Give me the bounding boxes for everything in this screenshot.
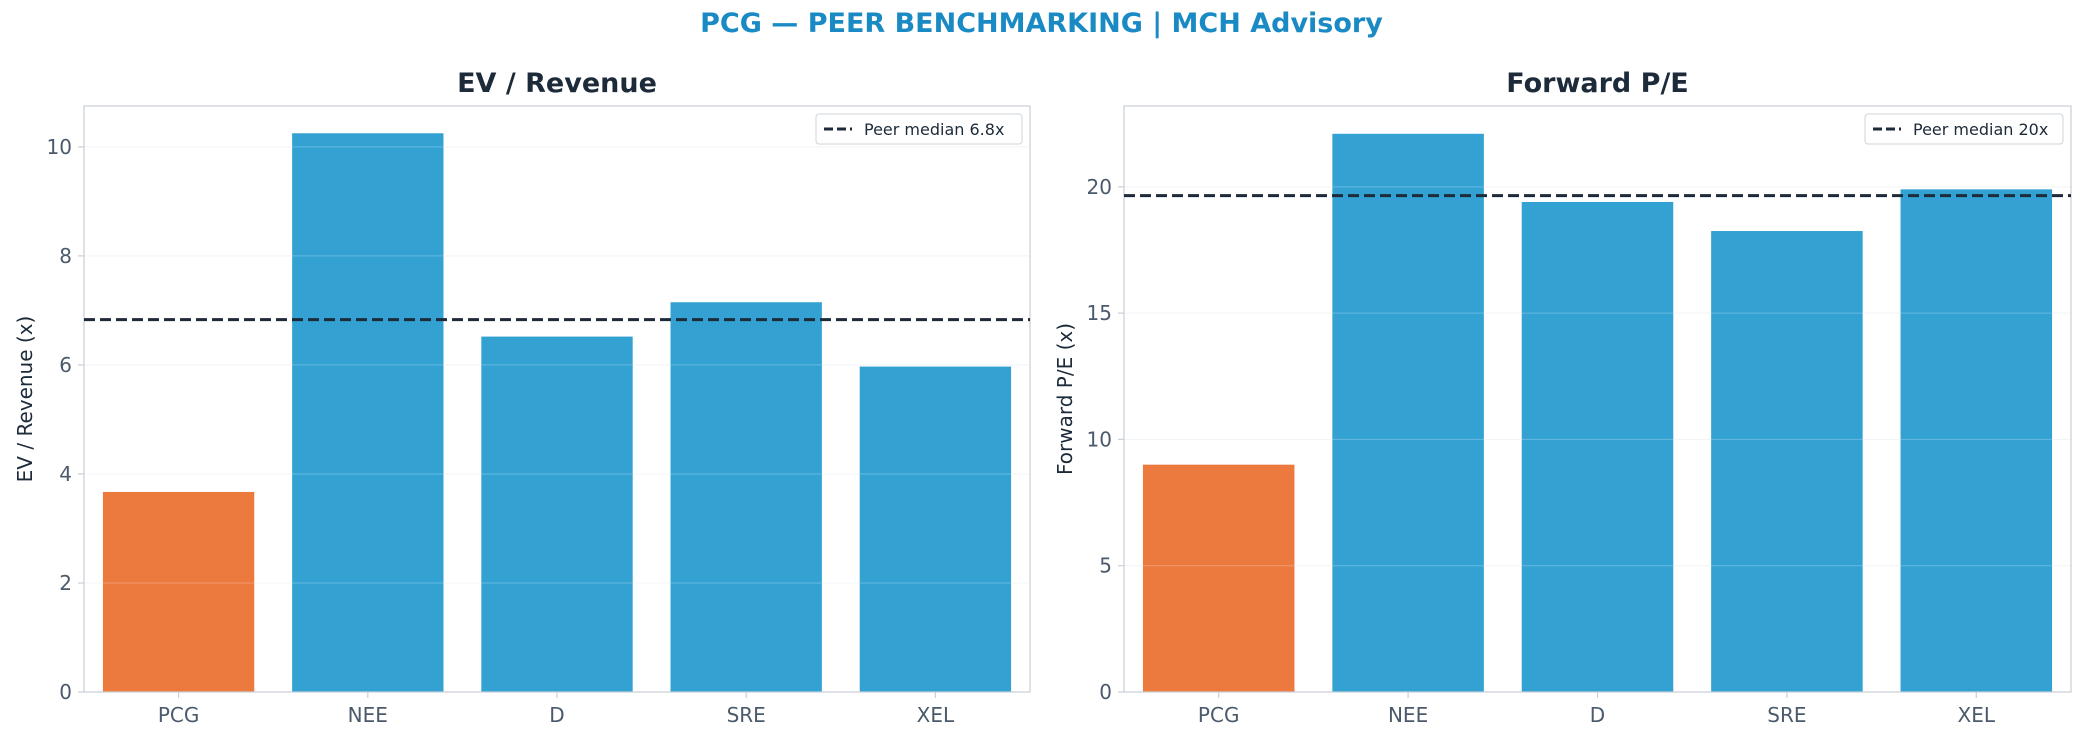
- legend-box: [1864, 113, 2064, 145]
- chart-panel-1: 0 2 4 6 8 10 PCG NEE D SRE XEL EV / Revenue EV / Rev…: [13, 68, 1031, 727]
- legend: Peer median 20x: [1864, 113, 2064, 145]
- legend-label: Peer median 20x: [1913, 120, 2048, 139]
- chart-panel-2: 0 5 10 15 20 PCG NEE D SRE XEL Forward P/E Forward …: [1053, 68, 2072, 727]
- bar-d: [481, 336, 633, 692]
- chart-title: Forward P/E: [1506, 68, 1689, 99]
- y-tick-label: 5: [1099, 554, 1112, 578]
- bar-pcg: [102, 491, 255, 692]
- chart-title: EV / Revenue: [457, 68, 657, 99]
- bar-sre: [670, 302, 822, 692]
- legend-box: [815, 113, 1023, 145]
- y-tick-label: 20: [1087, 175, 1112, 199]
- y-tick-label: 8: [59, 244, 72, 268]
- bar-xel: [1900, 189, 2053, 692]
- y-tick-label: 0: [1099, 680, 1112, 704]
- y-tick-label: 15: [1087, 301, 1112, 325]
- bar-nee: [1332, 133, 1484, 692]
- x-tick-label: PCG: [158, 703, 200, 727]
- x-tick-label: D: [1590, 703, 1605, 727]
- x-tick-label: PCG: [1198, 703, 1240, 727]
- legend-label: Peer median 6.8x: [864, 120, 1004, 139]
- x-tick-label: D: [549, 703, 564, 727]
- y-tick-label: 4: [59, 462, 72, 486]
- x-tick-label: SRE: [727, 703, 766, 727]
- y-axis-label: EV / Revenue (x): [13, 316, 37, 483]
- y-tick-label: 0: [59, 680, 72, 704]
- bar-xel: [859, 366, 1012, 692]
- legend: Peer median 6.8x: [815, 113, 1023, 145]
- y-tick-label: 10: [47, 135, 72, 159]
- x-tick-label: SRE: [1767, 703, 1806, 727]
- x-tick-label: XEL: [917, 703, 955, 727]
- y-axis-label: Forward P/E (x): [1053, 323, 1077, 475]
- x-tick-label: NEE: [1388, 703, 1428, 727]
- x-tick-label: NEE: [348, 703, 388, 727]
- bar-d: [1521, 201, 1674, 692]
- y-tick-label: 6: [59, 353, 72, 377]
- y-tick-label: 10: [1087, 427, 1112, 451]
- bar-nee: [292, 133, 444, 693]
- bar-pcg: [1142, 464, 1295, 692]
- bar-sre: [1711, 231, 1863, 693]
- x-tick-label: XEL: [1958, 703, 1996, 727]
- y-tick-label: 2: [59, 571, 72, 595]
- figure-suptitle: PCG — PEER BENCHMARKING | MCH Advisory: [700, 8, 1383, 39]
